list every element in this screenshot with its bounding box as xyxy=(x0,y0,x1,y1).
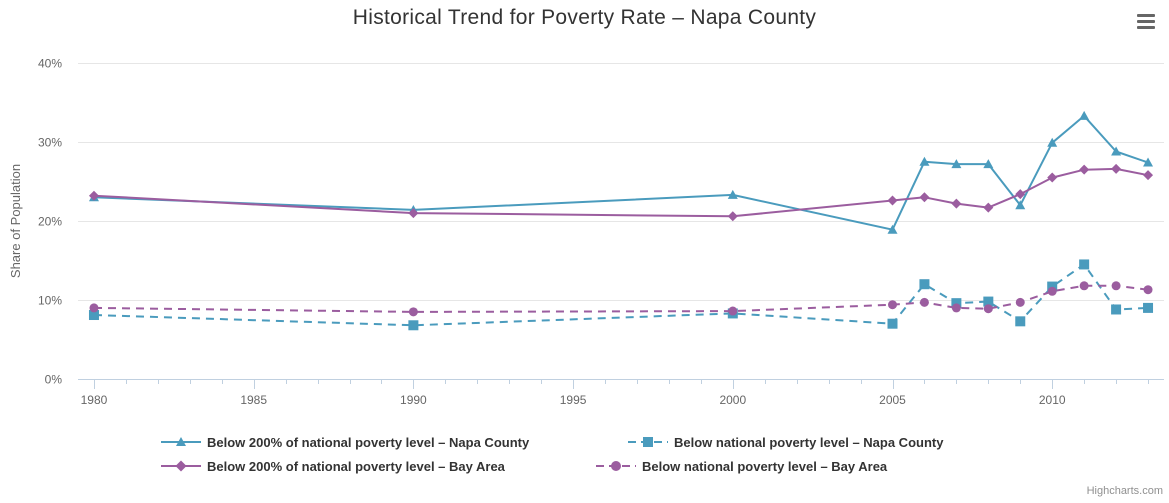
data-point-circle[interactable] xyxy=(888,300,897,310)
y-tick-label: 30% xyxy=(38,136,62,150)
y-axis-title: Share of Population xyxy=(8,164,23,278)
legend-symbol-square xyxy=(628,437,668,447)
y-tick-label: 10% xyxy=(38,294,62,308)
data-point-diamond[interactable] xyxy=(88,190,99,201)
legend-symbol-triangle xyxy=(161,437,201,446)
x-tick-label: 1985 xyxy=(240,393,267,407)
y-tick-label: 0% xyxy=(45,373,63,387)
data-point-square[interactable] xyxy=(951,298,962,309)
legend-item-napa-200[interactable]: Below 200% of national poverty level – N… xyxy=(161,433,529,451)
data-point-diamond[interactable] xyxy=(951,198,962,209)
series xyxy=(88,110,1154,331)
data-point-square[interactable] xyxy=(408,320,419,331)
data-point-triangle[interactable] xyxy=(983,159,994,169)
legend-label: Below national poverty level – Bay Area xyxy=(642,458,888,474)
data-point-square[interactable] xyxy=(1047,281,1058,292)
data-point-circle[interactable] xyxy=(89,303,99,313)
x-tick-label: 1995 xyxy=(560,393,587,407)
series-line xyxy=(93,263,1149,327)
data-point-square[interactable] xyxy=(983,296,994,307)
series-line xyxy=(93,114,1149,231)
data-point-diamond[interactable] xyxy=(1111,163,1122,174)
series-circle xyxy=(89,281,1153,317)
data-point-triangle[interactable] xyxy=(951,159,962,169)
data-point-square[interactable] xyxy=(1111,304,1122,315)
grid-lines xyxy=(78,63,1164,301)
legend-symbol-diamond xyxy=(161,460,201,472)
data-point-circle[interactable] xyxy=(919,297,929,307)
data-point-diamond[interactable] xyxy=(919,192,930,203)
legend-label: Below national poverty level – Napa Coun… xyxy=(674,434,944,450)
data-point-circle[interactable] xyxy=(1015,297,1025,307)
data-point-diamond[interactable] xyxy=(1047,172,1058,183)
data-point-triangle[interactable] xyxy=(887,224,898,234)
data-point-circle[interactable] xyxy=(1079,281,1089,291)
y-tick-label: 40% xyxy=(38,57,62,71)
data-point-circle[interactable] xyxy=(1143,285,1153,295)
data-point-circle[interactable] xyxy=(728,306,738,316)
data-point-triangle[interactable] xyxy=(919,156,930,166)
data-point-diamond[interactable] xyxy=(1143,170,1154,181)
data-point-triangle[interactable] xyxy=(727,189,738,199)
credits-link[interactable]: Highcharts.com xyxy=(1086,485,1163,497)
data-point-circle[interactable] xyxy=(951,303,961,313)
data-point-triangle[interactable] xyxy=(1047,137,1058,147)
series-line xyxy=(93,167,1149,218)
data-point-diamond[interactable] xyxy=(408,208,419,219)
legend-row-2: Below 200% of national poverty level – B… xyxy=(0,457,1169,475)
legend-item-bay-poverty[interactable]: Below national poverty level – Bay Area xyxy=(596,457,887,475)
data-point-diamond[interactable] xyxy=(983,202,994,213)
data-point-square[interactable] xyxy=(1079,259,1090,270)
x-tick-label: 2005 xyxy=(879,393,906,407)
data-point-circle[interactable] xyxy=(983,304,993,314)
data-point-square[interactable] xyxy=(887,318,898,329)
x-tick-label: 2010 xyxy=(1039,393,1066,407)
data-point-diamond[interactable] xyxy=(887,195,898,206)
legend-item-napa-poverty[interactable]: Below national poverty level – Napa Coun… xyxy=(628,433,943,451)
x-tick-label: 1980 xyxy=(81,393,108,407)
legend-label: Below 200% of national poverty level – N… xyxy=(207,434,530,450)
x-tick-label: 1990 xyxy=(400,393,427,407)
legend-symbol-circle xyxy=(596,461,636,471)
data-point-square[interactable] xyxy=(919,279,930,290)
data-point-circle[interactable] xyxy=(1047,286,1057,296)
data-point-square[interactable] xyxy=(88,310,99,321)
data-point-circle[interactable] xyxy=(408,307,418,317)
axes: 0% 10% 20% 30% 40% 1980 1985 1990 1995 2000 2005 20… xyxy=(38,57,1164,407)
data-point-triangle[interactable] xyxy=(1015,200,1026,210)
data-point-triangle[interactable] xyxy=(1111,146,1122,156)
data-point-square[interactable] xyxy=(1015,316,1026,327)
series-square xyxy=(88,259,1154,331)
y-tick-label: 20% xyxy=(38,215,62,229)
hamburger-menu-icon[interactable] xyxy=(1137,14,1155,30)
series-line xyxy=(93,284,1149,313)
data-point-triangle[interactable] xyxy=(1143,157,1154,167)
data-point-diamond[interactable] xyxy=(727,211,738,222)
legend-row-1: Below 200% of national poverty level – N… xyxy=(0,433,1169,451)
series-diamond xyxy=(88,163,1154,222)
legend-label: Below 200% of national poverty level – B… xyxy=(207,458,505,474)
data-point-square[interactable] xyxy=(1143,302,1154,313)
data-point-diamond[interactable] xyxy=(1015,189,1026,200)
x-tick-label: 2000 xyxy=(719,393,746,407)
data-point-circle[interactable] xyxy=(1111,281,1121,291)
data-point-diamond[interactable] xyxy=(1079,164,1090,175)
legend-item-bay-200[interactable]: Below 200% of national poverty level – B… xyxy=(161,457,505,475)
chart-title: Historical Trend for Poverty Rate – Napa… xyxy=(352,6,817,29)
data-point-triangle[interactable] xyxy=(1079,110,1090,120)
